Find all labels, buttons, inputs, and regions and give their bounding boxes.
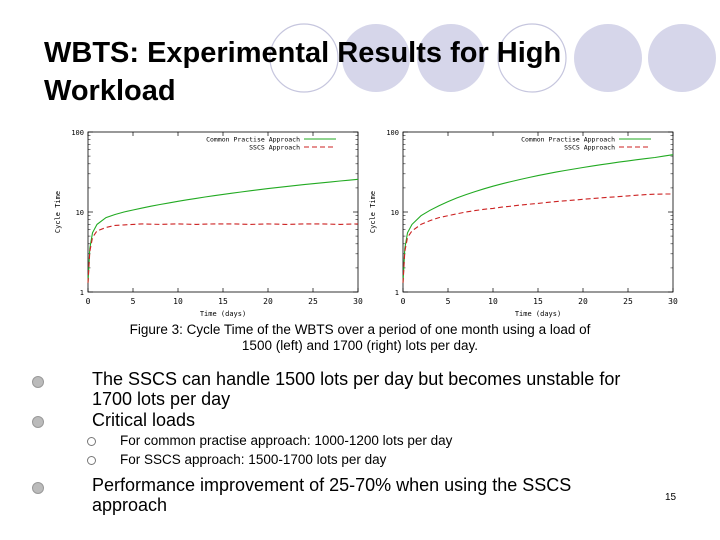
bullet-dot-icon	[32, 482, 44, 494]
plot-frame	[402, 131, 674, 293]
decorative-circles	[269, 23, 716, 93]
chart-left: 0 5 10 15 20 25 30 1 10 100 Time (days) Cycle Time C…	[54, 129, 363, 318]
x-tick-label: 10	[173, 297, 183, 306]
x-tick-label: 5	[446, 297, 451, 306]
bullet-text-line: The SSCS can handle 1500 lots per day bu…	[92, 369, 621, 389]
y-tick-label: 1	[395, 289, 399, 297]
x-tick-label: 0	[401, 297, 406, 306]
caption-line: 1500 (left) and 1700 (right) lots per da…	[241, 338, 479, 353]
bullet-text-line: Performance improvement of 25-70% when u…	[92, 475, 572, 495]
sub-bullet-item: For SSCS approach: 1500-1700 lots per da…	[120, 452, 387, 467]
bullet-text-line: approach	[92, 495, 168, 515]
x-tick-label: 15	[218, 297, 228, 306]
bullet-text-line: 1700 lots per day	[92, 389, 231, 409]
x-axis-label: Time (days)	[200, 310, 246, 318]
y-axis-label: Cycle Time	[54, 191, 62, 233]
x-tick-label: 30	[353, 297, 363, 306]
y-tick-label: 10	[76, 209, 84, 217]
chart-right: 0 5 10 15 20 25 30 1 10 100 Time (days) Cycle Time C…	[369, 129, 678, 318]
series-line	[402, 154, 674, 283]
bullet-item: Critical loads	[92, 410, 195, 430]
bullet-item: Performance improvement of 25-70% when u…	[92, 475, 571, 515]
bullet-text-line: Critical loads	[92, 410, 196, 430]
x-tick-label: 10	[488, 297, 498, 306]
x-tick-label: 0	[86, 297, 91, 306]
x-tick-label: 30	[668, 297, 678, 306]
series-line	[402, 193, 673, 283]
bullet-dot-icon	[32, 416, 44, 428]
legend-label: Common Practise Approach	[521, 136, 615, 144]
x-tick-label: 25	[623, 297, 633, 306]
x-tick-label: 25	[308, 297, 318, 306]
x-tick-label: 5	[131, 297, 136, 306]
deco-circle	[417, 24, 485, 92]
bullet-dot-icon	[32, 376, 44, 388]
y-tick-label: 10	[391, 209, 399, 217]
bullet-item: The SSCS can handle 1500 lots per day bu…	[92, 369, 620, 409]
deco-circle	[342, 24, 410, 92]
figure-caption: Figure 3: Cycle Time of the WBTS over a …	[60, 322, 660, 354]
y-tick-label: 1	[80, 289, 84, 297]
page-number: 15	[665, 492, 677, 503]
legend-label: SSCS Approach	[249, 144, 300, 152]
y-axis-label: Cycle Time	[369, 191, 377, 233]
series-line	[87, 178, 359, 283]
legend-label: Common Practise Approach	[206, 136, 300, 144]
y-tick-label: 100	[386, 129, 399, 137]
deco-circle	[497, 23, 567, 93]
x-tick-label: 20	[578, 297, 588, 306]
slide-title: WBTS: Experimental Results for High Work…	[44, 37, 562, 107]
x-tick-label: 20	[263, 297, 273, 306]
deco-circle	[269, 23, 339, 93]
sub-bullet-ring-icon	[87, 437, 96, 446]
legend-label: SSCS Approach	[564, 144, 615, 152]
series-line	[87, 223, 359, 283]
y-tick-label: 100	[71, 129, 84, 137]
caption-line: Figure 3: Cycle Time of the WBTS over a …	[129, 322, 591, 337]
plot-frame	[87, 131, 359, 293]
sub-bullet-ring-icon	[87, 456, 96, 465]
x-axis-label: Time (days)	[515, 310, 561, 318]
sub-bullet-item: For common practise approach: 1000-1200 …	[120, 433, 453, 448]
deco-circle	[574, 24, 642, 92]
x-tick-label: 15	[533, 297, 543, 306]
deco-circle	[648, 24, 716, 92]
